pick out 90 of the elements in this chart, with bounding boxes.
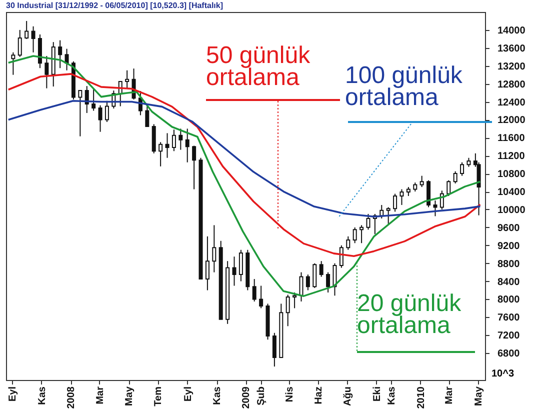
candlestick xyxy=(31,26,36,53)
y-tick-label: 7600 xyxy=(498,312,520,324)
candlestick xyxy=(212,224,216,273)
candlestick xyxy=(98,104,102,132)
candlestick xyxy=(145,106,150,127)
candlestick xyxy=(286,294,290,327)
candlestick xyxy=(292,292,297,309)
y-tick-label: 8800 xyxy=(498,258,520,270)
candlestick xyxy=(125,70,130,89)
candlestick xyxy=(446,180,451,196)
candlestick xyxy=(165,132,170,158)
candlestick xyxy=(339,244,344,268)
x-tick-label: Mar xyxy=(94,386,106,404)
x-tick-label: Ağu xyxy=(342,386,354,406)
x-tick-label: May xyxy=(124,386,135,406)
candlestick xyxy=(172,129,176,152)
candlestick xyxy=(44,55,49,89)
x-tick-label: Nis xyxy=(284,386,296,402)
candlestick xyxy=(326,272,330,293)
candlestick xyxy=(319,260,324,278)
x-tick-label: Mar xyxy=(444,386,456,404)
candlestick xyxy=(332,262,337,296)
x-tick-label: Şub xyxy=(256,386,268,406)
candlestick xyxy=(238,249,243,282)
y-tick-label: 9200 xyxy=(498,240,520,252)
y-tick-label: 10000 xyxy=(498,204,526,216)
candlestick xyxy=(312,262,317,288)
y-tick-label: 11200 xyxy=(498,151,526,162)
x-tick-label: 2008 xyxy=(66,386,78,409)
x-tick-label: Eki xyxy=(372,386,383,402)
candlestick xyxy=(420,175,424,188)
y-tick-label: 12800 xyxy=(498,79,526,90)
y-tick-label: 14000 xyxy=(498,25,526,36)
candlestick xyxy=(272,332,276,368)
candlestick xyxy=(92,88,96,112)
y-tick-label: 10800 xyxy=(498,169,526,180)
chart-title: 30 Industrial [31/12/1992 - 06/05/2010] [10,520.3] [Haftalık] xyxy=(6,1,224,10)
y-axis-title: 10^3 xyxy=(492,368,514,380)
y-tick-label: 10400 xyxy=(498,187,526,198)
x-tick-label: Kas xyxy=(212,386,224,405)
x-tick-label: Kas xyxy=(386,386,398,405)
candlestick xyxy=(192,145,196,190)
x-tick-label: Eyl xyxy=(8,386,19,402)
y-tick-label: 13200 xyxy=(498,61,526,72)
y-tick-label: 8000 xyxy=(498,294,520,306)
x-tick-label: Eyl xyxy=(182,386,194,402)
candlestick xyxy=(346,236,350,250)
candlestick xyxy=(185,128,190,163)
candlestick xyxy=(78,90,82,137)
candlestick xyxy=(366,213,370,230)
candlestick xyxy=(400,188,404,206)
y-tick-label: 6800 xyxy=(498,348,520,360)
candlestick xyxy=(178,128,183,150)
candlestick xyxy=(158,142,163,167)
candlestick xyxy=(252,278,256,302)
candlestick xyxy=(232,256,236,286)
y-tick-label: 9600 xyxy=(498,222,520,234)
series-label: 50 günlük ortalama xyxy=(206,42,312,91)
y-tick-label: 8400 xyxy=(498,276,520,288)
candlestick xyxy=(24,20,29,40)
candlestick xyxy=(18,29,22,58)
candlestick xyxy=(386,206,390,224)
candlestick xyxy=(299,272,304,302)
candlestick xyxy=(104,100,109,122)
candlestick xyxy=(58,40,62,69)
x-tick-label: Kas xyxy=(36,386,48,405)
candlestick xyxy=(306,274,310,291)
y-tick-label: 13600 xyxy=(498,43,526,54)
x-tick-label: Tem xyxy=(153,386,164,406)
y-tick-label: 12000 xyxy=(498,115,526,126)
series-label: 20 günlük ortalama xyxy=(357,290,462,339)
candlestick xyxy=(64,48,69,71)
x-tick-label: 2010 xyxy=(416,386,427,409)
candlestick xyxy=(460,162,464,176)
candlestick xyxy=(360,224,364,244)
candlestick xyxy=(433,200,438,217)
candlestick xyxy=(352,226,357,244)
candlestick xyxy=(259,285,264,309)
text: 100 günlük ortalama xyxy=(345,62,464,111)
y-tick-label: 7200 xyxy=(498,330,520,342)
x-tick-label: 2009 xyxy=(241,386,252,409)
candlestick xyxy=(205,236,210,291)
candlestick xyxy=(84,86,89,114)
candlestick xyxy=(11,52,16,76)
candlestick xyxy=(393,193,398,212)
y-tick-label: 11600 xyxy=(498,133,526,144)
x-tick-label: Haz xyxy=(313,386,324,404)
candlestick xyxy=(453,170,458,184)
y-tick-label: 12400 xyxy=(498,97,526,108)
x-tick-label: May xyxy=(473,386,484,406)
